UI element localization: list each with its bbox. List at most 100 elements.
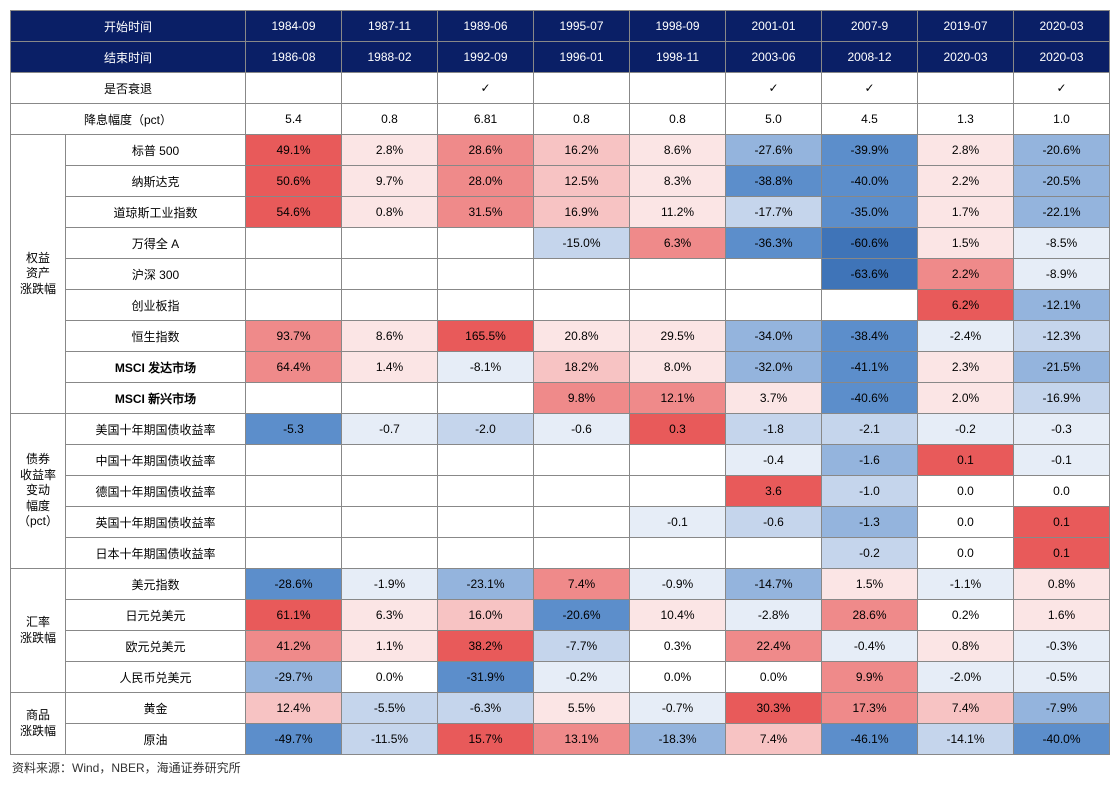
- cell-1-0-4: 0.3: [630, 414, 726, 445]
- cell-1-4-0: [246, 538, 342, 569]
- cell-0-8-3: 9.8%: [534, 383, 630, 414]
- cell-0-5-8: -12.1%: [1014, 290, 1110, 321]
- start-time-1: 1987-11: [342, 11, 438, 42]
- group-1: 债券收益率变动幅度（pct）: [11, 414, 66, 569]
- cell-2-1-7: 0.2%: [918, 600, 1014, 631]
- cell-0-3-3: -15.0%: [534, 228, 630, 259]
- cell-2-1-3: -20.6%: [534, 600, 630, 631]
- cell-0-8-5: 3.7%: [726, 383, 822, 414]
- cell-1-2-5: 3.6: [726, 476, 822, 507]
- cell-0-3-1: [342, 228, 438, 259]
- cell-1-2-8: 0.0: [1014, 476, 1110, 507]
- cell-1-3-4: -0.1: [630, 507, 726, 538]
- cell-2-2-5: 22.4%: [726, 631, 822, 662]
- cell-2-1-4: 10.4%: [630, 600, 726, 631]
- end-time-8: 2020-03: [1014, 42, 1110, 73]
- cell-2-2-0: 41.2%: [246, 631, 342, 662]
- cell-0-1-4: 8.3%: [630, 166, 726, 197]
- cell-1-1-6: -1.6: [822, 445, 918, 476]
- cell-0-1-6: -40.0%: [822, 166, 918, 197]
- recession-8: ✓: [1014, 73, 1110, 104]
- cell-2-0-2: -23.1%: [438, 569, 534, 600]
- cell-0-6-8: -12.3%: [1014, 321, 1110, 352]
- cell-0-2-3: 16.9%: [534, 197, 630, 228]
- cell-2-1-1: 6.3%: [342, 600, 438, 631]
- cell-0-5-2: [438, 290, 534, 321]
- cell-0-5-5: [726, 290, 822, 321]
- cell-0-2-7: 1.7%: [918, 197, 1014, 228]
- recession-0: [246, 73, 342, 104]
- recession-1: [342, 73, 438, 104]
- end-time-1: 1988-02: [342, 42, 438, 73]
- cell-1-0-3: -0.6: [534, 414, 630, 445]
- row-label-0-7: MSCI 发达市场: [66, 352, 246, 383]
- cell-0-6-5: -34.0%: [726, 321, 822, 352]
- cell-2-0-6: 1.5%: [822, 569, 918, 600]
- cell-0-8-8: -16.9%: [1014, 383, 1110, 414]
- row-label-0-2: 道琼斯工业指数: [66, 197, 246, 228]
- end-time-2: 1992-09: [438, 42, 534, 73]
- cell-0-5-4: [630, 290, 726, 321]
- cell-2-3-4: 0.0%: [630, 662, 726, 693]
- cell-2-1-6: 28.6%: [822, 600, 918, 631]
- cell-2-3-1: 0.0%: [342, 662, 438, 693]
- cell-0-4-8: -8.9%: [1014, 259, 1110, 290]
- cell-0-7-6: -41.1%: [822, 352, 918, 383]
- cell-2-2-6: -0.4%: [822, 631, 918, 662]
- cell-0-5-0: [246, 290, 342, 321]
- recession-3: [534, 73, 630, 104]
- row-label-1-0: 美国十年期国债收益率: [66, 414, 246, 445]
- cell-1-3-5: -0.6: [726, 507, 822, 538]
- recession-7: [918, 73, 1014, 104]
- cut-3: 0.8: [534, 104, 630, 135]
- row-label-1-4: 日本十年期国债收益率: [66, 538, 246, 569]
- cell-1-0-1: -0.7: [342, 414, 438, 445]
- cell-0-6-3: 20.8%: [534, 321, 630, 352]
- cell-0-4-4: [630, 259, 726, 290]
- cell-3-1-2: 15.7%: [438, 724, 534, 755]
- cell-1-4-7: 0.0: [918, 538, 1014, 569]
- cell-1-1-8: -0.1: [1014, 445, 1110, 476]
- cell-3-1-4: -18.3%: [630, 724, 726, 755]
- row-label-2-1: 日元兑美元: [66, 600, 246, 631]
- recession-6: ✓: [822, 73, 918, 104]
- cell-0-5-1: [342, 290, 438, 321]
- cell-0-7-2: -8.1%: [438, 352, 534, 383]
- cell-1-1-5: -0.4: [726, 445, 822, 476]
- cell-0-7-3: 18.2%: [534, 352, 630, 383]
- cell-0-8-6: -40.6%: [822, 383, 918, 414]
- cell-0-4-2: [438, 259, 534, 290]
- end-time-3: 1996-01: [534, 42, 630, 73]
- cell-0-4-0: [246, 259, 342, 290]
- cell-0-4-5: [726, 259, 822, 290]
- cell-0-0-8: -20.6%: [1014, 135, 1110, 166]
- cell-0-7-7: 2.3%: [918, 352, 1014, 383]
- cell-3-1-8: -40.0%: [1014, 724, 1110, 755]
- cell-1-1-2: [438, 445, 534, 476]
- cell-1-2-4: [630, 476, 726, 507]
- cell-1-2-7: 0.0: [918, 476, 1014, 507]
- cell-1-3-3: [534, 507, 630, 538]
- cell-3-0-3: 5.5%: [534, 693, 630, 724]
- start-time-7: 2019-07: [918, 11, 1014, 42]
- cell-2-1-5: -2.8%: [726, 600, 822, 631]
- cut-8: 1.0: [1014, 104, 1110, 135]
- cell-1-4-5: [726, 538, 822, 569]
- cell-1-1-1: [342, 445, 438, 476]
- cell-0-5-3: [534, 290, 630, 321]
- cell-0-7-5: -32.0%: [726, 352, 822, 383]
- cell-1-0-5: -1.8: [726, 414, 822, 445]
- row-label-2-2: 欧元兑美元: [66, 631, 246, 662]
- cell-0-0-4: 8.6%: [630, 135, 726, 166]
- cut-2: 6.81: [438, 104, 534, 135]
- cell-0-5-6: [822, 290, 918, 321]
- cell-2-3-2: -31.9%: [438, 662, 534, 693]
- cell-0-8-0: [246, 383, 342, 414]
- cell-1-3-1: [342, 507, 438, 538]
- cell-3-1-1: -11.5%: [342, 724, 438, 755]
- cell-2-2-7: 0.8%: [918, 631, 1014, 662]
- cell-1-4-4: [630, 538, 726, 569]
- cell-0-3-5: -36.3%: [726, 228, 822, 259]
- cell-2-2-4: 0.3%: [630, 631, 726, 662]
- cell-2-1-2: 16.0%: [438, 600, 534, 631]
